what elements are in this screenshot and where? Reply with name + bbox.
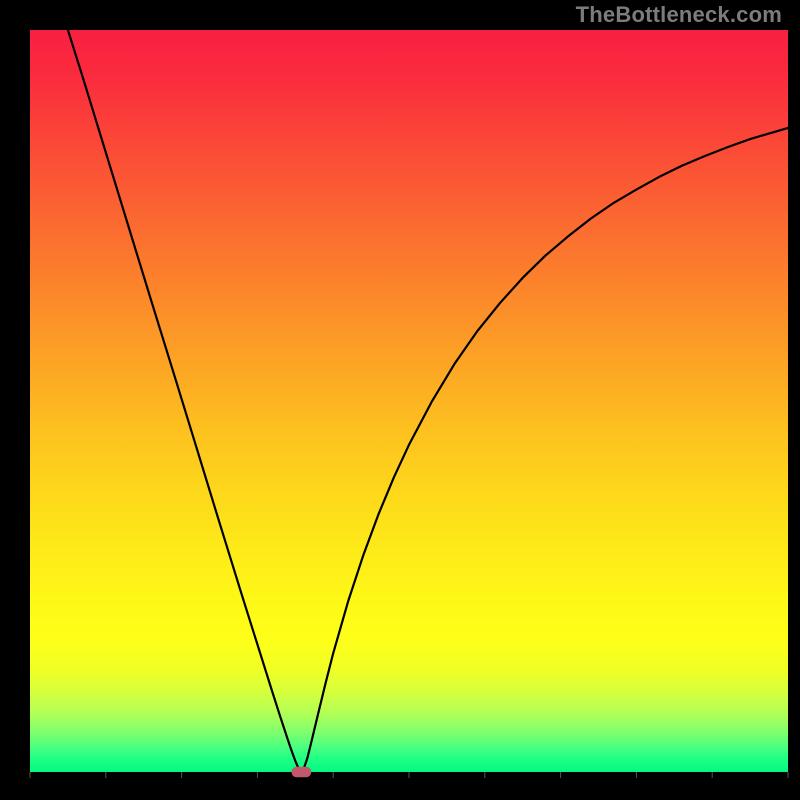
chart-container: TheBottleneck.com [0,0,800,800]
plot-background [30,30,788,772]
bottleneck-chart [0,0,800,800]
optimal-marker [292,767,312,777]
watermark-text: TheBottleneck.com [576,2,782,28]
